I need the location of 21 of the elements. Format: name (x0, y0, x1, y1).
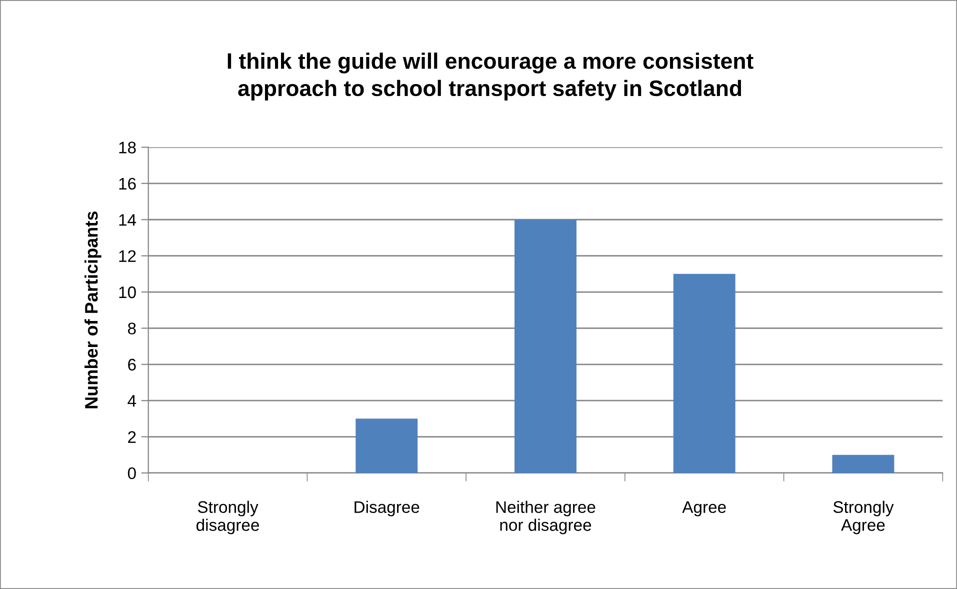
y-tick-label: 0 (128, 467, 136, 480)
x-tick-label: Strongly disagree (196, 500, 259, 534)
bar (673, 274, 736, 473)
y-tick-label: 14 (119, 214, 136, 226)
y-tick-label: 4 (128, 395, 136, 407)
y-tick-label: 12 (119, 250, 136, 262)
y-tick-label: 16 (119, 178, 136, 190)
y-tick-label: 8 (128, 322, 136, 334)
bar (832, 454, 894, 473)
x-tick-label: Neither agree nor disagree (496, 500, 596, 534)
y-tick-label: 2 (128, 431, 136, 443)
y-tick-label: 18 (119, 142, 136, 154)
x-tick-label: Disagree (354, 500, 420, 516)
x-tick-label: Strongly Agree (833, 500, 894, 534)
bar (514, 220, 576, 473)
chart-title: I think the guide will encourage a more consistent approach to school transport safety in Scotland (228, 52, 754, 101)
y-tick-label: 10 (119, 286, 136, 298)
bar (356, 418, 418, 473)
y-axis-title: Number of Participants (84, 212, 102, 408)
x-tick-label: Agree (682, 501, 726, 516)
y-tick-label: 6 (128, 358, 136, 371)
